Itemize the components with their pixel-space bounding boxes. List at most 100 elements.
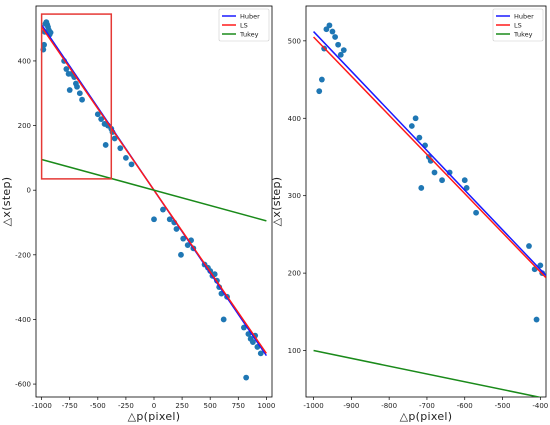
- data-point: [463, 185, 470, 191]
- x-tick-label: 500: [204, 402, 217, 410]
- data-point: [243, 374, 250, 381]
- y-tick-label: 100: [288, 347, 301, 355]
- data-point: [446, 169, 453, 176]
- x-tick-label: -1000: [31, 402, 51, 410]
- plot-area: [40, 19, 268, 381]
- legend-box: [218, 8, 270, 42]
- series-line-tukey: [41, 158, 267, 222]
- x-tick-label: -700: [419, 402, 435, 410]
- zoom-highlight-box: [40, 13, 113, 180]
- data-point: [326, 22, 333, 29]
- x-tick-label: 250: [175, 402, 188, 410]
- data-point: [418, 185, 425, 191]
- left-chart-panel: -1000 -750 -500 -250 0 250 500 750 1000 -600 -400 -…: [0, 5, 275, 423]
- legend-label: Tukey: [513, 30, 533, 38]
- data-point: [63, 66, 70, 72]
- data-point: [79, 96, 85, 103]
- data-point: [98, 116, 105, 122]
- data-point: [332, 34, 339, 40]
- y-tick-label: 200: [18, 122, 31, 130]
- y-axis-label: △x(step): [270, 177, 283, 227]
- x-axis-label: △p(pixel): [400, 410, 453, 423]
- y-tick-label: 500: [288, 37, 301, 45]
- data-point: [166, 216, 173, 223]
- data-point: [257, 350, 264, 357]
- y-tick-label: -200: [15, 251, 31, 259]
- data-point: [439, 177, 445, 184]
- data-point: [94, 111, 101, 118]
- y-tick-label: -600: [15, 381, 31, 389]
- data-point: [123, 154, 129, 161]
- x-tick-label: -1000: [303, 402, 323, 410]
- x-tick-label: -250: [118, 402, 134, 410]
- data-point: [151, 216, 157, 223]
- x-tick-label: -500: [90, 402, 106, 410]
- right-chart-panel: -1000 -900 -800 -700 -600 -500 -400 100 200 300 40…: [270, 5, 548, 423]
- series-line-tukey: [313, 349, 543, 397]
- data-point: [102, 142, 109, 148]
- legend-box: [492, 8, 544, 42]
- data-point: [329, 28, 336, 35]
- legend-label: Huber: [240, 12, 260, 20]
- data-point: [473, 209, 479, 216]
- y-axis-label: △x(step): [0, 177, 13, 227]
- y-tick-label: 0: [27, 187, 31, 195]
- plot-area: [313, 22, 546, 397]
- x-tick-label: -800: [381, 402, 397, 410]
- data-point: [66, 87, 73, 93]
- data-point: [316, 88, 323, 95]
- legend-label: Huber: [514, 12, 534, 20]
- legend-label: LS: [514, 21, 522, 29]
- data-point: [41, 41, 47, 48]
- x-tick-label: 0: [152, 402, 156, 410]
- y-tick-label: 300: [288, 192, 301, 200]
- data-point: [340, 47, 347, 54]
- x-tick-label: -600: [457, 402, 473, 410]
- data-point: [160, 206, 166, 213]
- data-point: [318, 76, 325, 83]
- series-line-huber: [313, 31, 546, 276]
- x-tick-label: 750: [232, 402, 245, 410]
- x-tick-label: -900: [343, 402, 359, 410]
- data-point: [249, 339, 256, 345]
- data-point: [526, 243, 532, 249]
- data-point: [408, 123, 415, 129]
- data-point: [220, 316, 227, 323]
- y-tick-label: 400: [288, 115, 301, 123]
- data-point: [128, 161, 135, 168]
- data-point: [47, 29, 54, 36]
- data-point: [533, 316, 540, 323]
- x-axis-label: △p(pixel): [128, 410, 181, 423]
- series-line-ls: [313, 36, 546, 279]
- plot-frame: [305, 5, 547, 398]
- data-point: [241, 324, 247, 331]
- x-tick-label: -750: [62, 402, 78, 410]
- data-point: [431, 169, 438, 176]
- data-point: [74, 83, 80, 90]
- legend-label: Tukey: [239, 30, 259, 38]
- data-point: [184, 242, 191, 249]
- data-point: [537, 262, 544, 269]
- data-point: [335, 41, 342, 48]
- data-point: [416, 134, 423, 141]
- plot-frame: [35, 5, 273, 398]
- x-tick-label: -500: [495, 402, 511, 410]
- y-tick-label: 200: [288, 270, 301, 278]
- data-point: [180, 235, 187, 242]
- data-point: [461, 177, 468, 184]
- y-tick-label: 400: [18, 57, 31, 65]
- x-tick-label: -400: [532, 402, 548, 410]
- data-point: [337, 51, 344, 58]
- data-point: [117, 145, 124, 152]
- legend-label: LS: [240, 21, 248, 29]
- data-point: [173, 226, 180, 232]
- data-point: [111, 135, 118, 142]
- data-point: [76, 90, 83, 97]
- data-point: [178, 251, 184, 258]
- x-tick-label: 1000: [257, 402, 275, 410]
- y-tick-label: -400: [15, 316, 31, 324]
- data-point: [412, 115, 419, 122]
